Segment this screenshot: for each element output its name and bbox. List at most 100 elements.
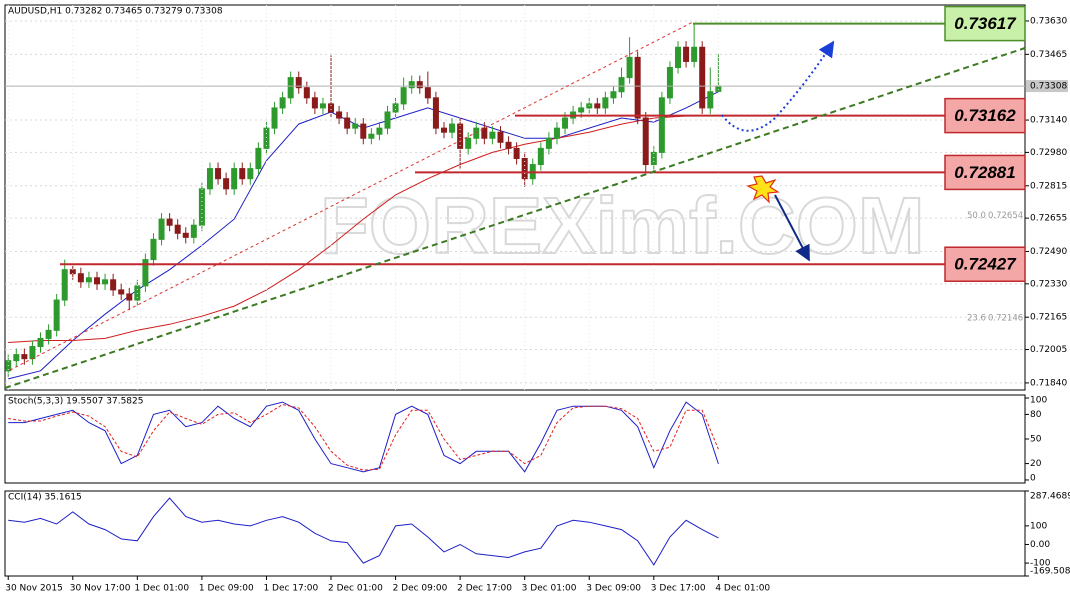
y-tick-label: 0.00	[1030, 540, 1050, 550]
candle-body	[166, 218, 173, 226]
breakout-icon	[746, 175, 780, 204]
candle-body	[505, 141, 512, 149]
candle-body	[384, 111, 391, 129]
candle-body	[247, 168, 254, 180]
fib-value: 0.72654	[988, 211, 1023, 221]
candle-body	[223, 178, 230, 190]
level-box	[944, 5, 1026, 42]
candle-body	[198, 188, 205, 226]
candle-body	[521, 157, 528, 180]
panel-title: CCI(14) 35.1615	[8, 493, 82, 503]
candle-body	[658, 97, 665, 153]
y-tick-label: 0.73140	[1030, 116, 1067, 126]
y-tick-label: 0	[1030, 474, 1036, 484]
candle-body	[416, 81, 423, 89]
candle-body	[642, 117, 649, 166]
y-tick-label: 50	[1030, 435, 1042, 445]
candle-body	[29, 346, 36, 360]
level-box	[944, 246, 1026, 282]
candle-body	[473, 127, 480, 139]
candle-body	[126, 293, 133, 301]
x-tick-label: 4 Dec 01:00	[715, 584, 770, 594]
indicator-line	[8, 497, 719, 566]
candle-body	[85, 277, 92, 283]
candle-body	[408, 81, 415, 89]
y-tick-label: -100	[1030, 559, 1051, 569]
x-tick-label: 3 Dec 01:00	[522, 584, 577, 594]
candle-body	[440, 127, 447, 133]
scenario-arrow	[774, 194, 810, 262]
panel-title: Stoch(5,3,3) 19.5507 37.5825	[8, 397, 143, 407]
trend-line	[4, 47, 1026, 389]
candle-body	[93, 277, 100, 285]
candle-body	[634, 56, 641, 119]
candle-body	[150, 238, 157, 261]
candle-body	[610, 91, 617, 99]
x-tick-label: 30 Nov 17:00	[70, 584, 131, 594]
candle-body	[110, 279, 117, 291]
level-label: 0.72427	[954, 255, 1017, 274]
fib-value: 0.72146	[988, 314, 1023, 324]
candle-body	[77, 273, 84, 283]
candle-body	[206, 168, 213, 190]
level-label: 0.73162	[954, 106, 1016, 125]
candle-body	[174, 224, 181, 234]
y-tick-label: 0.73465	[1030, 50, 1067, 60]
candle-body	[142, 259, 149, 287]
candle-body	[190, 224, 197, 238]
candle-body	[683, 46, 690, 62]
candle-body	[279, 97, 286, 109]
y-tick-label: 100	[1030, 396, 1047, 406]
channel-line	[9, 21, 694, 371]
candle-body	[465, 137, 472, 149]
candle-body	[400, 87, 407, 105]
candle-body	[497, 131, 504, 143]
candle-body	[182, 232, 189, 238]
candle-body	[360, 123, 367, 139]
x-tick-label: 2 Dec 01:00	[328, 584, 383, 594]
y-tick-label: 0.72815	[1030, 181, 1067, 191]
y-tick-label: -169.5087	[1030, 567, 1070, 577]
scenario-arrow	[721, 40, 835, 132]
candle-body	[699, 46, 706, 109]
y-tick-label: 20	[1030, 459, 1042, 469]
x-tick-label: 30 Nov 2015	[5, 584, 63, 594]
candle-body	[118, 289, 125, 295]
candle-body	[231, 168, 238, 190]
candle-body	[489, 131, 496, 139]
candle-body	[481, 127, 488, 139]
candle-body	[53, 299, 60, 331]
y-tick-label: 0.73630	[1030, 16, 1067, 26]
candle-body	[352, 123, 359, 129]
candle-body	[675, 46, 682, 68]
y-tick-label: 0.72490	[1030, 247, 1067, 257]
x-tick-label: 2 Dec 17:00	[457, 584, 512, 594]
panel-title: AUDUSD,H1 0.73282 0.73465 0.73279 0.7330…	[8, 7, 223, 17]
candle-body	[336, 111, 343, 119]
y-tick-label: 0.72655	[1030, 214, 1067, 224]
last-price-box	[1026, 80, 1068, 93]
moving-average	[8, 115, 719, 343]
last-price-label: 0.73308	[1030, 82, 1067, 92]
x-tick-label: 3 Dec 17:00	[651, 584, 706, 594]
level-box	[944, 154, 1026, 191]
x-tick-label: 2 Dec 09:00	[393, 584, 448, 594]
y-tick-label: 0.72980	[1030, 148, 1067, 158]
y-tick-label: 80	[1030, 410, 1042, 420]
candle-body	[102, 279, 109, 285]
y-tick-label: 100	[1030, 521, 1047, 531]
candle-body	[376, 127, 383, 135]
candle-body	[368, 133, 375, 139]
fib-label: 50.0	[967, 211, 986, 221]
watermark: FOREXimf.COM	[320, 181, 924, 270]
x-tick-label: 1 Dec 09:00	[199, 584, 254, 594]
y-tick-label: 0.72165	[1030, 313, 1067, 323]
candle-body	[562, 117, 569, 129]
candle-body	[295, 77, 302, 89]
candle-body	[432, 97, 439, 129]
candle-body	[707, 91, 714, 109]
candle-body	[578, 107, 585, 113]
y-tick-label: 0.72330	[1030, 279, 1067, 289]
